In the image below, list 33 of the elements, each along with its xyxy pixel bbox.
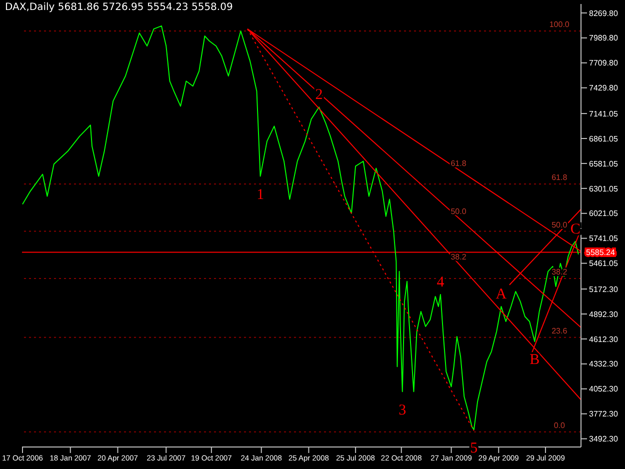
annotation: 50.0 [450,206,467,216]
ref-line-label: 5585.24 [586,248,616,258]
y-tick-label: 6301.05 [589,184,618,194]
annotation: 0.0 [554,420,566,430]
annotation: 3 [398,402,406,418]
y-tick-label: 3772.30 [589,410,618,419]
annotation: 61.8 [552,173,568,182]
y-tick-label: 7989.80 [589,34,618,43]
annotation: 1 [256,186,264,203]
y-tick-label: 4052.30 [589,384,618,394]
chart-title: DAX,Daily 5681.86 5726.95 5554.23 5558.09 [5,2,233,13]
y-tick-label: 6581.05 [589,159,618,168]
annotation: A [496,286,507,303]
y-tick-label: 7429.80 [589,84,618,93]
y-tick-label: 3492.30 [589,434,618,444]
annotation: 23.6 [552,326,568,336]
y-tick-label: 4332.30 [589,360,618,369]
y-tick-label: 4892.30 [589,310,618,319]
y-tick-label: 5461.05 [589,259,618,268]
y-tick-label: 6861.05 [589,134,618,144]
y-tick-label: 7141.05 [589,109,618,118]
annotation: B [530,352,540,368]
annotation: 50.0 [552,220,568,230]
y-tick-label: 5172.30 [589,284,618,294]
y-tick-label: 7709.80 [589,58,618,68]
y-tick-label: 5741.05 [589,234,618,244]
y-tick-label: 6021.05 [589,209,618,218]
y-tick-label: 4612.30 [589,334,618,344]
y-tick-label: 8269.80 [589,8,618,18]
annotation: C [570,221,580,238]
annotation: 61.8 [450,158,467,168]
annotation: 100.0 [549,20,570,30]
annotation: 4 [436,274,445,290]
